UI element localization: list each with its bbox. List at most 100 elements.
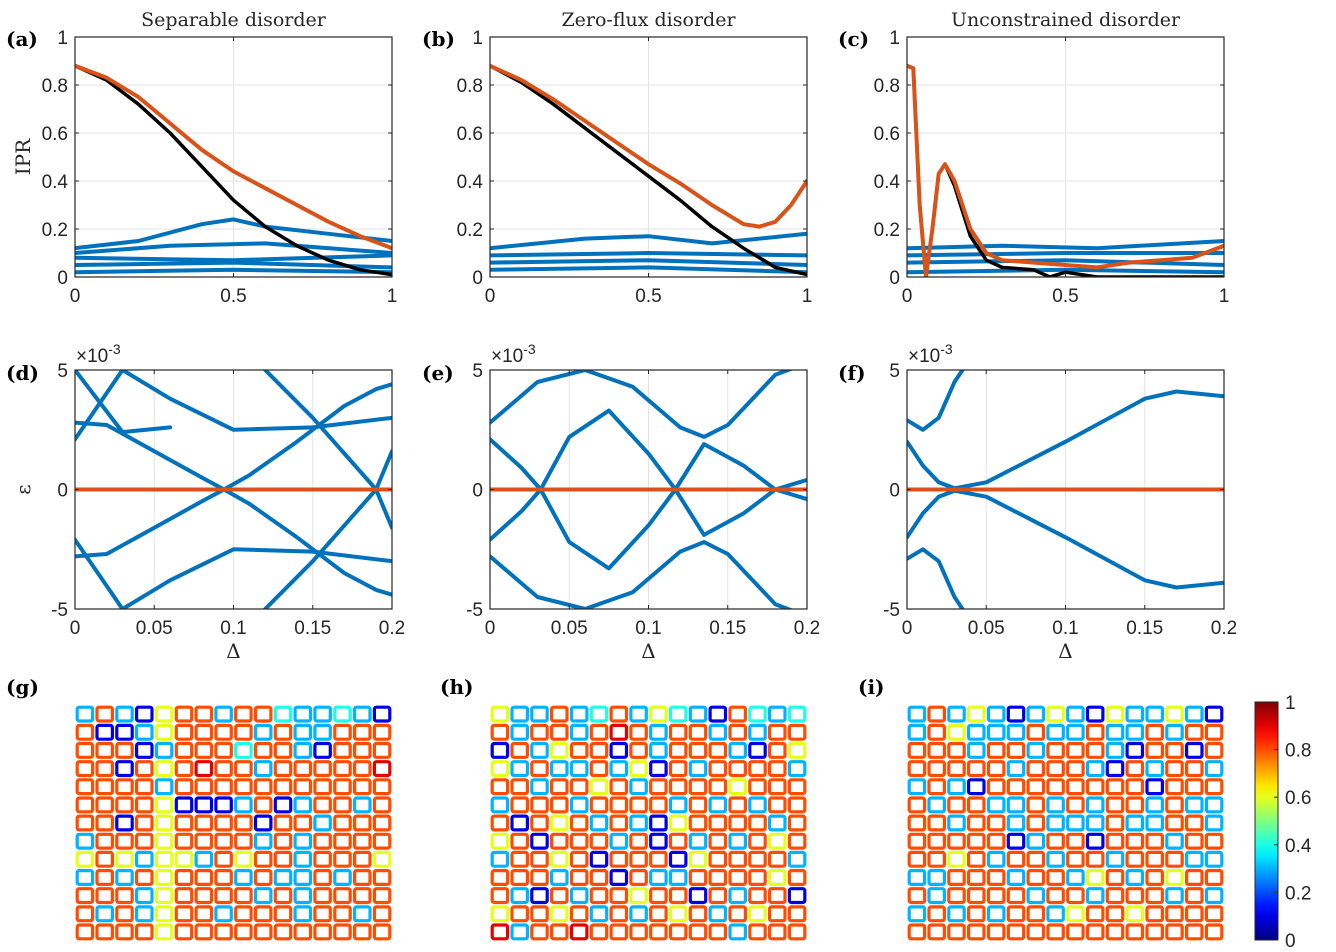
- panel-title: Unconstrained disorder: [951, 9, 1181, 31]
- lattice-plaquette: [1006, 796, 1026, 814]
- lattice-plaquette: [728, 796, 747, 814]
- lattice-plaquette: [1066, 923, 1085, 941]
- lattice-plaquette: [966, 868, 986, 886]
- lattice-plaquette: [273, 868, 293, 886]
- lattice-plaquette: [174, 887, 194, 905]
- lattice-plaquette: [966, 760, 986, 778]
- exponent-power: -3: [940, 341, 953, 357]
- lattice-plaquette: [530, 705, 549, 723]
- lattice-plaquette: [214, 832, 233, 850]
- lattice-plaquette: [174, 868, 194, 886]
- lattice-plaquette: [649, 905, 668, 923]
- lattice-plaquette: [1066, 905, 1085, 923]
- lattice-plaquette: [333, 887, 352, 905]
- series-line-black: [75, 64, 392, 277]
- lattice-plaquette: [194, 832, 214, 850]
- lattice-plaquette: [649, 923, 668, 941]
- series-line-blue: [490, 258, 807, 267]
- lattice-plaquette: [293, 868, 313, 886]
- lattice-plaquette: [609, 832, 629, 850]
- lattice-plaquette: [154, 814, 174, 832]
- lattice-plaquette: [986, 705, 1006, 723]
- lattice-plaquette: [1204, 796, 1224, 814]
- lattice-plaquette: [668, 796, 688, 814]
- lattice-plaquette: [115, 887, 134, 905]
- lattice-plaquette: [194, 741, 214, 759]
- lattice-plaquette: [649, 887, 668, 905]
- lattice-plaquette: [748, 796, 767, 814]
- lattice-plaquette: [214, 723, 233, 741]
- lattice-plaquette: [1105, 887, 1125, 905]
- lattice-plaquette: [1066, 832, 1085, 850]
- lattice-plaquette: [927, 905, 946, 923]
- lattice-plaquette: [273, 796, 293, 814]
- lattice-plaquette: [333, 850, 352, 868]
- lattice-plaquette: [1105, 796, 1125, 814]
- lattice-plaquette: [1105, 923, 1125, 941]
- lattice-plaquette: [372, 923, 392, 941]
- lattice-plaquette: [1006, 887, 1026, 905]
- lattice-plaquette: [353, 741, 372, 759]
- panel-label: (c): [838, 27, 869, 51]
- lattice-plaquette: [767, 887, 787, 905]
- lattice-plaquette: [1204, 923, 1224, 941]
- lattice-plaquette: [927, 814, 946, 832]
- lattice-plaquette: [1165, 741, 1184, 759]
- lattice-plaquette: [1184, 905, 1204, 923]
- colorbar: 0 0.2 0.4 0.6 0.8 1: [1254, 693, 1312, 952]
- lattice-plaquette: [569, 778, 589, 796]
- x-tick-label: 1: [387, 286, 398, 307]
- lattice-plaquette: [1066, 723, 1085, 741]
- panel-i: (i): [858, 675, 1224, 941]
- lattice-plaquette: [234, 850, 253, 868]
- lattice-plaquette: [1006, 778, 1026, 796]
- lattice-plaquette: [907, 741, 927, 759]
- lattice-plaquette: [1066, 814, 1085, 832]
- lattice-plaquette: [293, 905, 313, 923]
- lattice-plaquette: [688, 868, 708, 886]
- lattice-plaquette: [293, 741, 313, 759]
- lattice-plaquette: [510, 705, 529, 723]
- lattice-plaquette: [1006, 923, 1026, 941]
- panel-label: (e): [422, 361, 454, 385]
- y-tick-label: 0.8: [874, 76, 900, 97]
- panel-f: 0 0.05 0.1 0.15 0.2-505×10-3Δ(f): [838, 341, 1237, 663]
- lattice-plaquette: [549, 832, 569, 850]
- series-group: [490, 370, 807, 609]
- lattice-plaquette: [688, 723, 708, 741]
- y-tick-label: 0.2: [457, 220, 483, 241]
- panel-title: Zero-flux disorder: [561, 9, 736, 31]
- lattice-plaquette: [947, 760, 966, 778]
- lattice-plaquette: [589, 741, 609, 759]
- lattice-plaquette: [214, 887, 233, 905]
- colorbar-tick-label: 0.4: [1285, 836, 1312, 857]
- lattice-plaquette: [154, 760, 174, 778]
- lattice-plaquette: [668, 887, 688, 905]
- lattice-plaquette: [510, 723, 529, 741]
- lattice-plaquette: [353, 723, 372, 741]
- lattice-plaquette: [1085, 796, 1105, 814]
- lattice-plaquette: [154, 905, 174, 923]
- lattice-plaquette: [353, 796, 372, 814]
- lattice-plaquette: [253, 741, 273, 759]
- lattice-plaquette: [1046, 796, 1065, 814]
- x-tick-label: 0: [485, 618, 496, 639]
- x-tick-label: 0.15: [709, 618, 746, 639]
- lattice-plaquette: [947, 741, 966, 759]
- lattice-plaquette: [787, 887, 807, 905]
- lattice-plaquette: [372, 887, 392, 905]
- y-tick-label: 0.4: [874, 172, 901, 193]
- lattice-plaquette: [609, 923, 629, 941]
- lattice-plaquette: [135, 814, 154, 832]
- lattice-plaquette: [986, 723, 1006, 741]
- lattice-plaquette: [293, 850, 313, 868]
- lattice-plaquette: [649, 814, 668, 832]
- lattice-plaquette: [907, 760, 927, 778]
- lattice-plaquette: [1204, 814, 1224, 832]
- lattice-plaquette: [1066, 705, 1085, 723]
- lattice-plaquette: [510, 868, 529, 886]
- lattice-plaquette: [372, 850, 392, 868]
- lattice-plaquette: [1085, 923, 1105, 941]
- lattice-plaquette: [253, 923, 273, 941]
- lattice-plaquette: [907, 887, 927, 905]
